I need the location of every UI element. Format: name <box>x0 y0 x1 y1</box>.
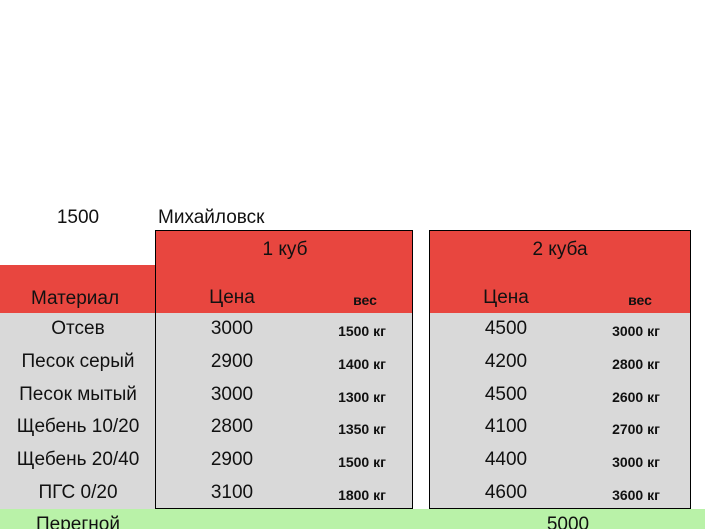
extra-price: 5000 <box>546 514 590 529</box>
group-2-bg <box>430 231 690 313</box>
weight: 2700 кг <box>612 421 660 438</box>
weight: 1500 кг <box>338 323 386 340</box>
weight: 1500 кг <box>338 454 386 471</box>
price: 2800 <box>210 416 254 438</box>
top-number: 1500 <box>56 207 100 228</box>
weight: 1800 кг <box>338 486 386 503</box>
price: 4100 <box>484 416 528 438</box>
price: 4500 <box>484 318 528 340</box>
price: 3000 <box>210 383 254 405</box>
weight: 3000 кг <box>612 454 660 471</box>
price: 3100 <box>210 481 254 503</box>
weight: 1350 кг <box>338 421 386 438</box>
weight: 2800 кг <box>612 356 660 373</box>
material-col-bg <box>0 313 156 510</box>
price-header: Цена <box>209 287 255 308</box>
weight: 3000 кг <box>612 323 660 340</box>
weight: 1400 кг <box>338 356 386 373</box>
group-2-border <box>429 230 691 510</box>
group-1-data-bg <box>156 313 413 510</box>
top-city: Михайловск <box>158 207 265 228</box>
weight: 1300 кг <box>338 388 386 405</box>
price: 3000 <box>210 318 254 340</box>
group-title: 1 куб <box>262 239 308 260</box>
weight: 3600 кг <box>612 486 660 503</box>
material-name: Щебень 10/20 <box>16 416 140 438</box>
price: 4500 <box>484 383 528 405</box>
material-name: Щебень 20/40 <box>16 449 140 471</box>
price-header: Цена <box>483 287 529 308</box>
group-1-border <box>155 230 413 510</box>
material-name: ПГС 0/20 <box>38 481 118 503</box>
extra-name: Перегной <box>36 514 120 529</box>
price: 4600 <box>484 481 528 503</box>
weight: 2600 кг <box>612 388 660 405</box>
weight-header: вес <box>353 292 377 308</box>
price: 2900 <box>210 449 254 471</box>
group-title: 2 куба <box>532 239 588 260</box>
group-1-bg <box>156 231 413 313</box>
group-2-data-bg <box>430 313 690 510</box>
material-name: Песок мытый <box>19 383 137 405</box>
weight-header: вес <box>628 292 652 308</box>
material-name: Отсев <box>51 318 105 340</box>
material-header-bg <box>0 265 156 313</box>
price: 2900 <box>210 351 254 373</box>
price: 4400 <box>484 449 528 471</box>
material-name: Песок серый <box>21 351 135 373</box>
material-header: Материал <box>30 288 120 309</box>
price: 4200 <box>484 351 528 373</box>
extra-row-bg <box>0 509 705 529</box>
